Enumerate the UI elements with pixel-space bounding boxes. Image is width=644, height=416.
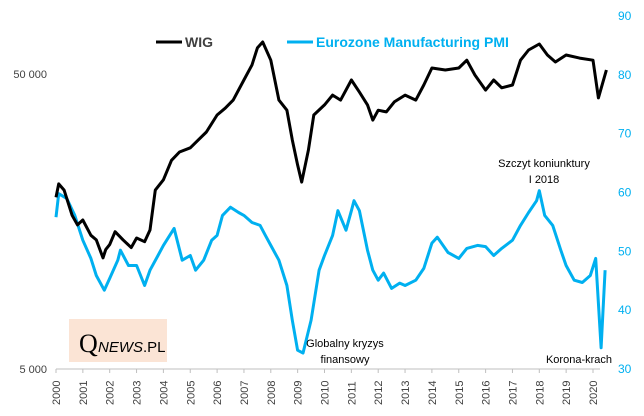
logo-background	[69, 319, 167, 362]
x-tick-label: 2016	[481, 381, 493, 405]
x-tick-label: 2017	[507, 381, 519, 405]
x-tick-label: 2011	[346, 381, 358, 405]
legend-wig-label: WIG	[185, 34, 213, 50]
annotations: Szczyt koniunktury I 2018 Globalny kryzy…	[306, 158, 612, 366]
x-tick-label: 2007	[239, 381, 251, 405]
x-tick-label: 2004	[158, 381, 170, 405]
right-tick-label: 30	[618, 362, 632, 376]
left-tick-label: 5 000	[19, 364, 47, 376]
qnews-logo: Q NEWS.PL	[69, 319, 167, 362]
logo-q: Q	[79, 329, 98, 358]
x-tick-label: 2015	[454, 381, 466, 405]
x-tick-label: 2012	[373, 381, 385, 405]
right-tick-label: 90	[618, 9, 632, 23]
left-tick-label: 50 000	[13, 69, 47, 81]
x-tick-label: 2013	[400, 381, 412, 405]
x-tick-label: 2008	[266, 381, 278, 405]
right-tick-label: 70	[618, 127, 632, 141]
right-tick-label: 60	[618, 186, 632, 200]
x-tick-label: 2000	[51, 381, 63, 405]
right-tick-label: 80	[618, 68, 632, 82]
legend: WIG Eurozone Manufacturing PMI	[156, 34, 509, 50]
annotation-peak-line2: I 2018	[529, 174, 560, 186]
x-tick-label: 2019	[561, 381, 573, 405]
annotation-peak-line1: Szczyt koniunktury	[498, 158, 590, 170]
wig-series-line	[54, 40, 608, 260]
legend-pmi-label: Eurozone Manufacturing PMI	[316, 34, 509, 50]
x-tick-label: 2020	[588, 381, 600, 405]
x-tick-label: 2003	[132, 381, 144, 405]
x-tick-label: 2001	[78, 381, 90, 405]
annotation-corona: Korona-krach	[546, 354, 612, 366]
x-tick-label: 2018	[534, 381, 546, 405]
right-tick-label: 40	[618, 303, 632, 317]
logo-news: NEWS.PL	[98, 339, 166, 356]
x-tick-label: 2010	[320, 381, 332, 405]
x-tick-label: 2006	[212, 381, 224, 405]
x-tick-label: 2009	[293, 381, 305, 405]
annotation-crisis-line2: finansowy	[321, 354, 370, 366]
right-tick-label: 50	[618, 244, 632, 258]
x-tick-label: 2005	[185, 381, 197, 405]
x-tick-label: 2002	[105, 381, 117, 405]
annotation-crisis-line1: Globalny kryzys	[306, 338, 384, 350]
x-tick-label: 2014	[427, 381, 439, 405]
pmi-series-line	[54, 189, 607, 355]
